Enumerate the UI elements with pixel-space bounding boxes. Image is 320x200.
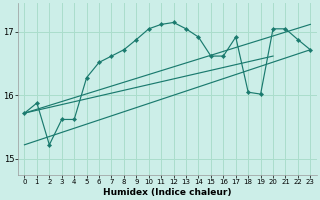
X-axis label: Humidex (Indice chaleur): Humidex (Indice chaleur) xyxy=(103,188,232,197)
